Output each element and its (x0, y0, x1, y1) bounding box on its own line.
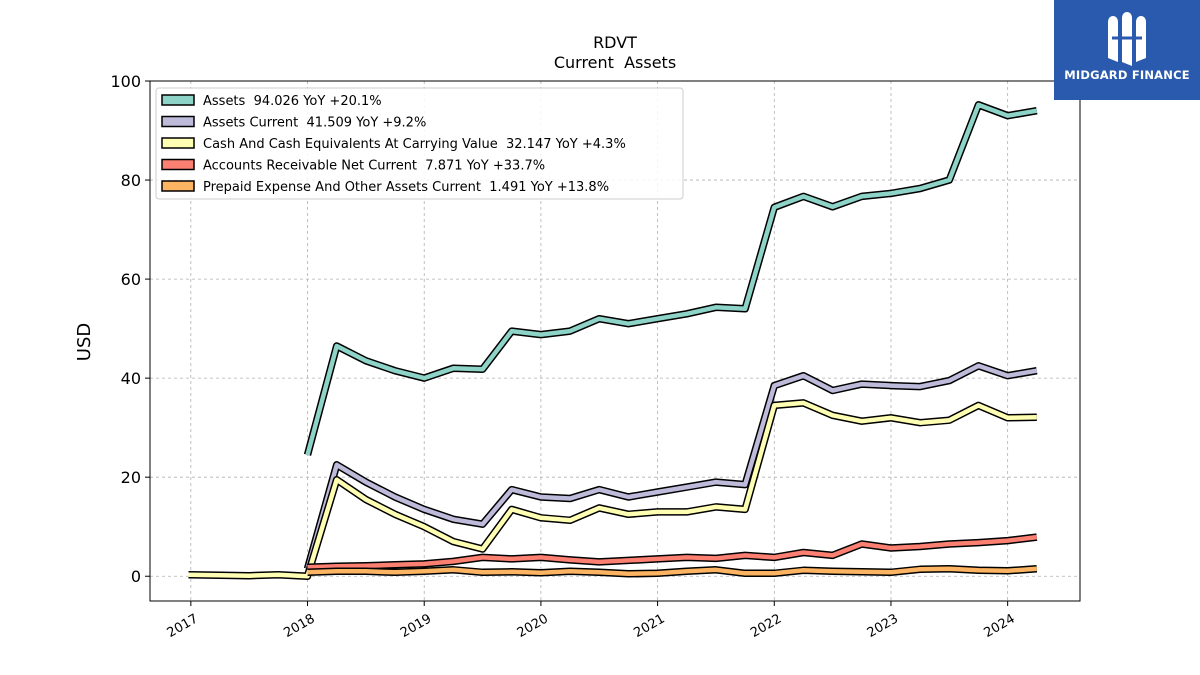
logo-text: MIDGARD FINANCE (1064, 68, 1190, 82)
y-tick-label: 20 (121, 468, 141, 487)
series-4 (307, 533, 1038, 572)
series-5 (307, 565, 1038, 578)
y-tick-label: 100 (110, 72, 141, 91)
x-axis: 2017 2018 2019 2020 2021 2022 2023 2024 (165, 601, 1018, 641)
logo-mark-icon (1108, 12, 1146, 66)
legend-swatch (161, 180, 195, 192)
x-tick-label: 2017 (165, 611, 201, 641)
legend-item: Prepaid Expense And Other Assets Current… (161, 180, 609, 195)
legend-swatch (161, 115, 195, 128)
x-tick-label: 2023 (865, 611, 901, 641)
chart-title: RDVT (593, 33, 637, 52)
legend-item: Cash And Cash Equivalents At Carrying Va… (161, 137, 626, 152)
legend-label: Assets Current 41.509 YoY +9.2% (203, 116, 426, 131)
y-tick-label: 80 (121, 171, 141, 190)
x-tick-label: 2022 (748, 611, 784, 641)
legend-swatch (161, 94, 195, 106)
y-axis-label: USD (74, 323, 95, 361)
legend: Assets 94.026 YoY +20.1% Assets Current 4… (155, 87, 684, 200)
legend-label: Accounts Receivable Net Current 7.871 Yo… (203, 159, 545, 174)
legend-swatch (161, 137, 195, 149)
y-tick-label: 60 (121, 270, 141, 289)
series-layer (188, 101, 1038, 580)
brand-logo: MIDGARD FINANCE (1054, 0, 1200, 100)
y-tick-label: 0 (131, 567, 141, 586)
chart-subtitle: Current Assets (554, 53, 676, 72)
series-1 (303, 101, 1038, 456)
y-tick-label: 40 (121, 369, 141, 388)
legend-item: Accounts Receivable Net Current 7.871 Yo… (161, 158, 545, 174)
legend-label: Assets 94.026 YoY +20.1% (203, 94, 382, 109)
series-line (305, 363, 1038, 570)
series-3 (188, 399, 1037, 580)
series-line (305, 102, 1038, 456)
x-tick-label: 2020 (515, 611, 551, 641)
legend-swatch (161, 158, 195, 171)
x-tick-label: 2019 (398, 611, 434, 641)
x-tick-label: 2021 (631, 611, 667, 641)
legend-item: Assets 94.026 YoY +20.1% (161, 94, 382, 109)
series-line (188, 400, 1037, 579)
series-line (307, 534, 1038, 570)
plot-frame (149, 80, 1081, 602)
legend-frame (155, 87, 684, 200)
legend-label: Cash And Cash Equivalents At Carrying Va… (203, 137, 626, 152)
series-line (307, 566, 1037, 577)
x-tick-label: 2024 (981, 611, 1017, 641)
legend-label: Prepaid Expense And Other Assets Current… (203, 180, 609, 195)
y-axis: 0 20 40 60 80 100 (110, 72, 150, 586)
x-tick-label: 2018 (281, 611, 317, 641)
legend-item: Assets Current 41.509 YoY +9.2% (161, 115, 426, 131)
series-2 (303, 362, 1038, 570)
series-line-outline (303, 362, 1038, 570)
